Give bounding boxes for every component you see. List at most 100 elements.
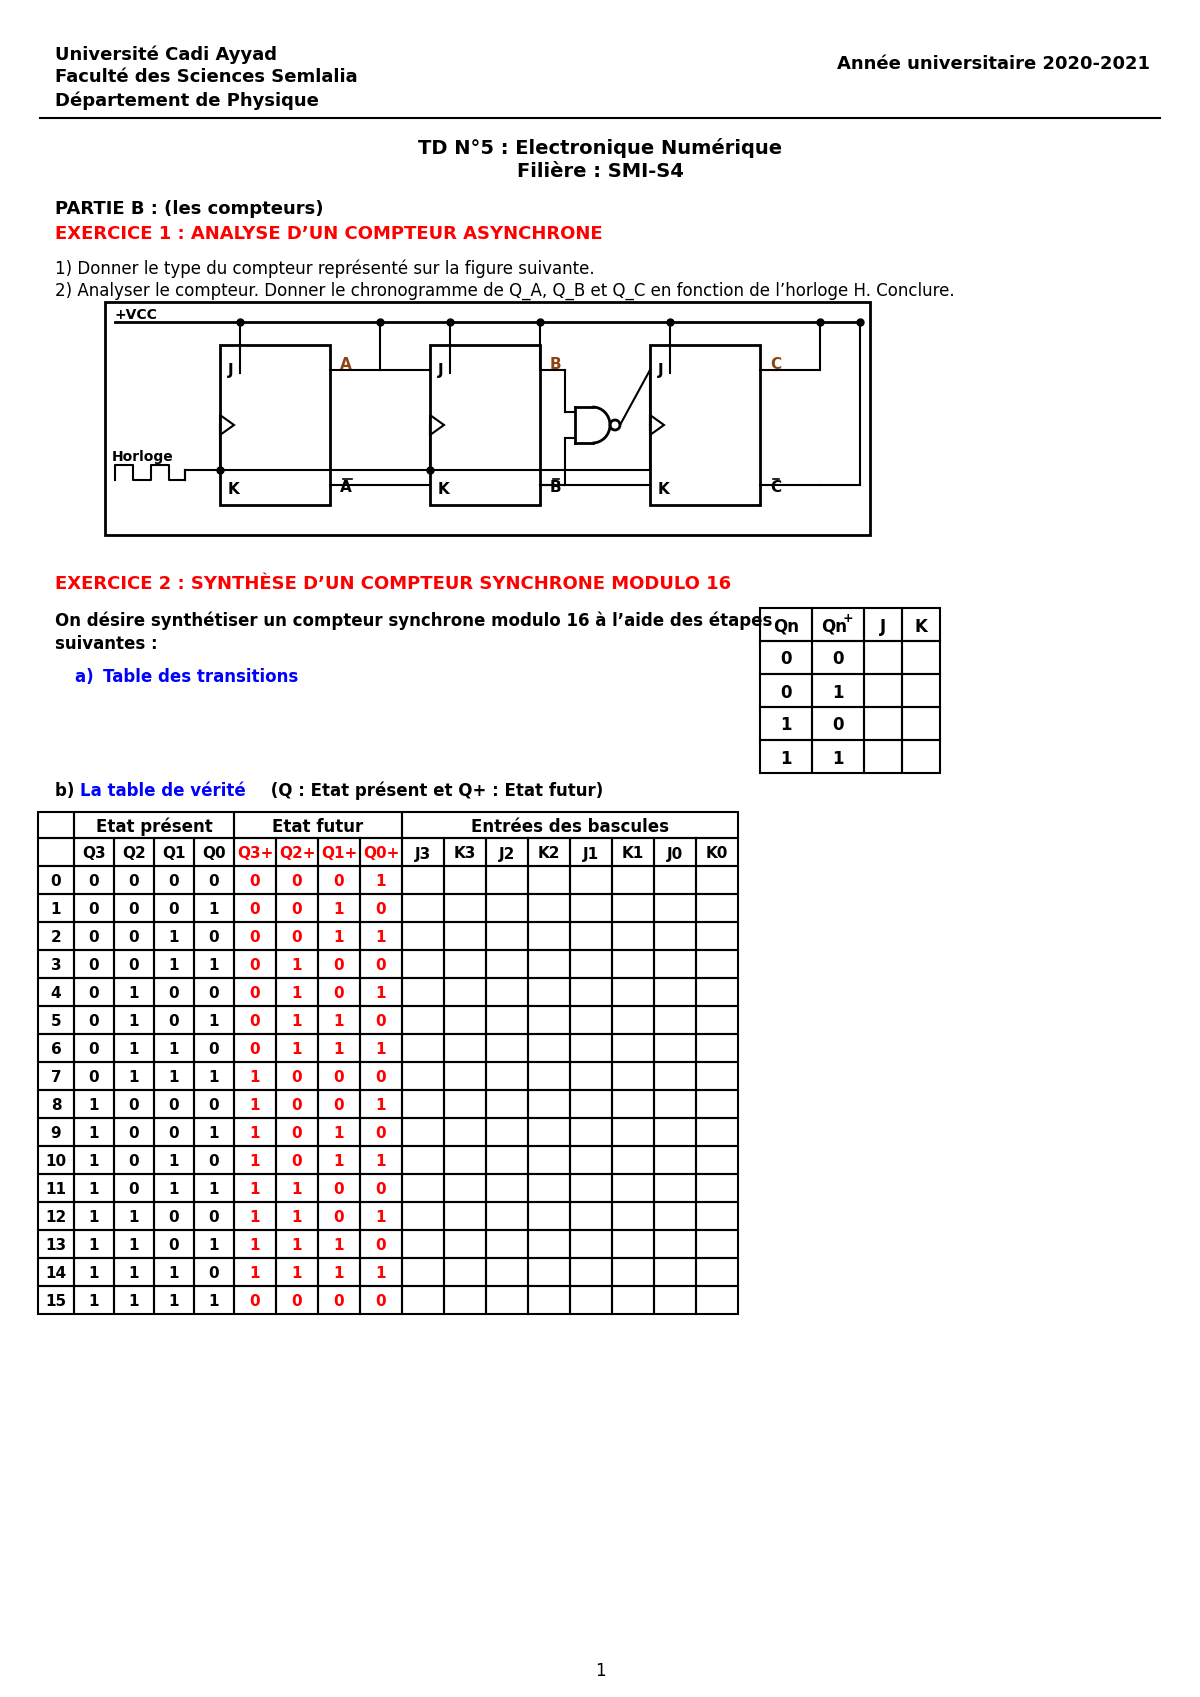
Bar <box>444 1174 486 1201</box>
Text: 1: 1 <box>595 1661 605 1680</box>
Bar <box>234 1286 276 1313</box>
Text: 1: 1 <box>250 1183 260 1198</box>
Text: A: A <box>340 480 352 496</box>
Text: 3: 3 <box>50 959 61 974</box>
Bar <box>114 977 154 1006</box>
Bar <box>528 1145 570 1174</box>
Bar <box>114 1257 154 1286</box>
Bar <box>74 1033 114 1062</box>
Bar <box>402 1062 444 1089</box>
Bar <box>114 1230 154 1257</box>
Text: 1: 1 <box>833 684 844 701</box>
Bar <box>402 1174 444 1201</box>
Bar <box>38 838 74 865</box>
Bar <box>696 1286 738 1313</box>
Text: 1: 1 <box>780 716 792 735</box>
Bar <box>902 740 940 774</box>
Text: 1: 1 <box>376 1266 386 1281</box>
Text: 10: 10 <box>46 1154 66 1169</box>
Text: J0: J0 <box>667 847 683 862</box>
Bar <box>194 894 234 921</box>
Bar <box>234 1174 276 1201</box>
Bar <box>234 1089 276 1118</box>
Bar <box>276 1201 318 1230</box>
Text: 1: 1 <box>209 1183 220 1198</box>
Bar <box>444 950 486 977</box>
Text: 1: 1 <box>169 930 179 945</box>
Text: 1: 1 <box>128 1071 139 1086</box>
Bar <box>444 1201 486 1230</box>
Text: 0: 0 <box>209 1266 220 1281</box>
Bar <box>402 1201 444 1230</box>
Bar <box>612 1089 654 1118</box>
Text: 15: 15 <box>46 1295 66 1310</box>
Bar <box>38 894 74 921</box>
Bar <box>38 1174 74 1201</box>
Text: 1: 1 <box>169 1042 179 1057</box>
Bar <box>360 1174 402 1201</box>
Bar <box>154 1033 194 1062</box>
Text: 1: 1 <box>250 1210 260 1225</box>
Text: 0: 0 <box>250 930 260 945</box>
Bar <box>696 1089 738 1118</box>
Bar <box>74 865 114 894</box>
Bar <box>812 608 864 641</box>
Bar <box>528 1174 570 1201</box>
Text: 1: 1 <box>250 1239 260 1254</box>
Bar <box>74 1062 114 1089</box>
Bar <box>154 1201 194 1230</box>
Bar <box>696 1062 738 1089</box>
Bar <box>38 1062 74 1089</box>
Text: 0: 0 <box>292 1071 302 1086</box>
Text: Qn: Qn <box>773 618 799 635</box>
Bar <box>360 1062 402 1089</box>
Bar <box>444 838 486 865</box>
Text: 0: 0 <box>334 874 344 889</box>
Bar <box>570 1201 612 1230</box>
Bar <box>444 894 486 921</box>
Text: 1: 1 <box>128 1042 139 1057</box>
Bar <box>402 865 444 894</box>
Bar <box>360 838 402 865</box>
Bar <box>194 1201 234 1230</box>
Bar <box>402 950 444 977</box>
Bar <box>276 977 318 1006</box>
Text: 1: 1 <box>376 1098 386 1113</box>
Text: 0: 0 <box>292 1098 302 1113</box>
Text: EXERCICE 2 : SYNTHÈSE D’UN COMPTEUR SYNCHRONE MODULO 16: EXERCICE 2 : SYNTHÈSE D’UN COMPTEUR SYNC… <box>55 575 731 592</box>
Text: 0: 0 <box>169 986 179 1001</box>
Text: Q0+: Q0+ <box>362 847 400 862</box>
Bar <box>318 977 360 1006</box>
Bar <box>194 1006 234 1033</box>
Bar <box>74 1089 114 1118</box>
Bar <box>154 838 194 865</box>
Text: 1: 1 <box>128 986 139 1001</box>
Bar <box>654 921 696 950</box>
Bar <box>696 1201 738 1230</box>
Bar <box>318 1174 360 1201</box>
Bar <box>812 641 864 674</box>
Bar <box>74 1006 114 1033</box>
Text: 1: 1 <box>334 1154 344 1169</box>
Bar <box>612 977 654 1006</box>
Text: 1: 1 <box>89 1266 100 1281</box>
Bar <box>276 950 318 977</box>
Bar <box>234 1230 276 1257</box>
Bar <box>194 1145 234 1174</box>
Bar <box>650 344 760 506</box>
Text: K: K <box>658 482 670 497</box>
Bar <box>654 1118 696 1145</box>
Bar <box>360 1118 402 1145</box>
Text: 5: 5 <box>50 1015 61 1030</box>
Bar <box>360 977 402 1006</box>
Bar <box>318 1089 360 1118</box>
Bar <box>654 838 696 865</box>
Text: 0: 0 <box>250 1015 260 1030</box>
Bar <box>760 674 812 708</box>
Text: 0: 0 <box>169 903 179 918</box>
Text: 1: 1 <box>128 1239 139 1254</box>
Text: 1: 1 <box>89 1098 100 1113</box>
Bar <box>154 1174 194 1201</box>
Bar <box>276 894 318 921</box>
Text: 0: 0 <box>209 930 220 945</box>
